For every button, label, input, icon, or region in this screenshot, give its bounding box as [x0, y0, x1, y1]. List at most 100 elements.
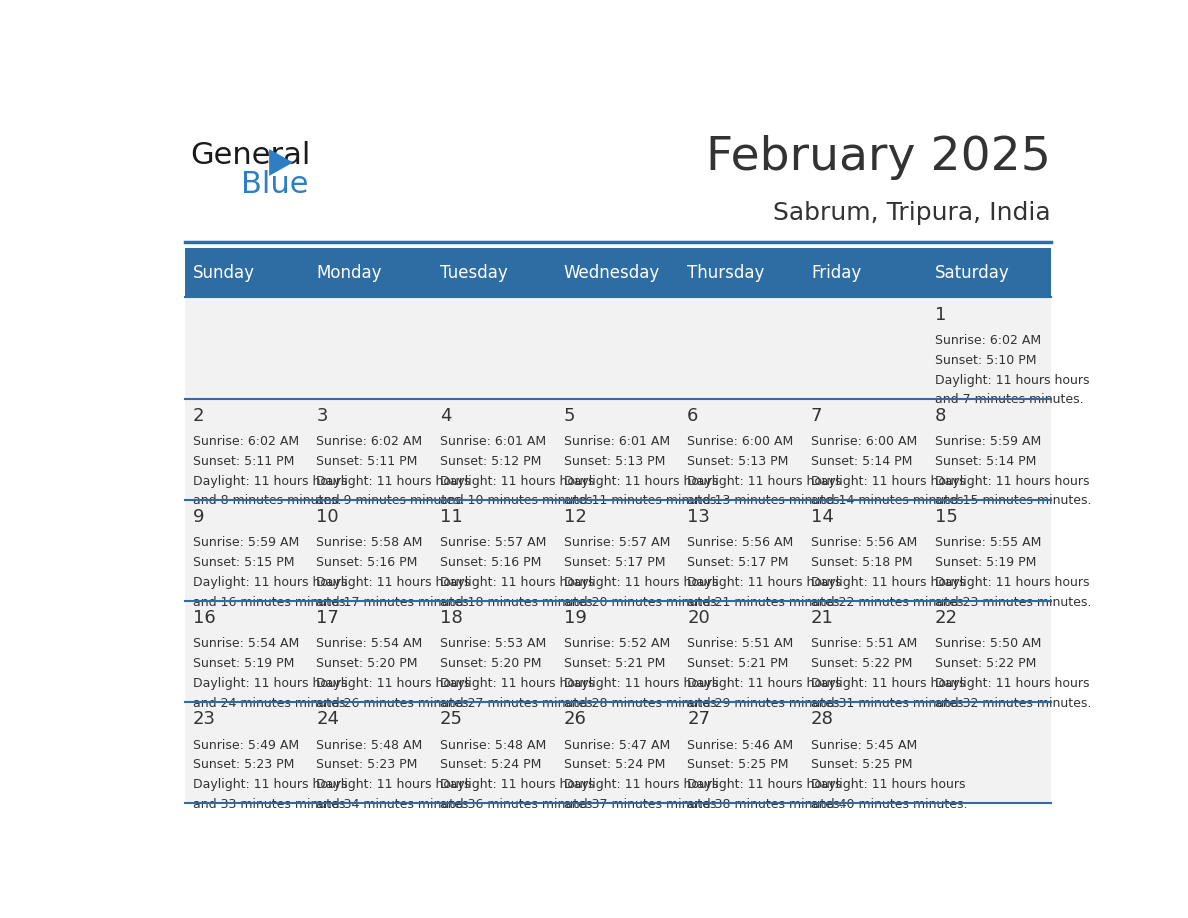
Text: Daylight: 11 hours hours: Daylight: 11 hours hours — [563, 677, 718, 690]
Text: Sunset: 5:17 PM: Sunset: 5:17 PM — [687, 556, 789, 569]
Text: and 8 minutes minutes.: and 8 minutes minutes. — [192, 495, 341, 508]
Bar — [185, 297, 309, 398]
Text: Saturday: Saturday — [935, 263, 1010, 282]
Text: February 2025: February 2025 — [706, 135, 1051, 180]
Text: and 33 minutes minutes.: and 33 minutes minutes. — [192, 798, 349, 811]
Bar — [185, 499, 309, 600]
Text: Sunset: 5:20 PM: Sunset: 5:20 PM — [316, 657, 418, 670]
Text: Sunset: 5:13 PM: Sunset: 5:13 PM — [687, 455, 789, 468]
Text: Daylight: 11 hours hours: Daylight: 11 hours hours — [935, 677, 1089, 690]
Text: Sunset: 5:10 PM: Sunset: 5:10 PM — [935, 354, 1036, 367]
Text: and 31 minutes minutes.: and 31 minutes minutes. — [811, 697, 967, 710]
Text: Sunset: 5:14 PM: Sunset: 5:14 PM — [935, 455, 1036, 468]
Text: Sunrise: 6:01 AM: Sunrise: 6:01 AM — [440, 435, 546, 448]
Text: Sunrise: 5:51 AM: Sunrise: 5:51 AM — [687, 637, 794, 651]
Text: Sunset: 5:18 PM: Sunset: 5:18 PM — [811, 556, 912, 569]
Text: Daylight: 11 hours hours: Daylight: 11 hours hours — [563, 475, 718, 487]
Text: Daylight: 11 hours hours: Daylight: 11 hours hours — [811, 475, 966, 487]
Text: and 37 minutes minutes.: and 37 minutes minutes. — [563, 798, 720, 811]
Text: Blue: Blue — [241, 170, 309, 198]
Text: 23: 23 — [192, 711, 216, 728]
Text: Sunrise: 5:48 AM: Sunrise: 5:48 AM — [440, 739, 546, 752]
Text: Sunset: 5:22 PM: Sunset: 5:22 PM — [811, 657, 912, 670]
Text: 17: 17 — [316, 610, 340, 627]
Text: and 24 minutes minutes.: and 24 minutes minutes. — [192, 697, 349, 710]
Text: and 29 minutes minutes.: and 29 minutes minutes. — [687, 697, 843, 710]
Bar — [927, 499, 1051, 600]
Text: Sabrum, Tripura, India: Sabrum, Tripura, India — [773, 201, 1051, 225]
Text: 6: 6 — [687, 407, 699, 425]
Bar — [309, 297, 432, 398]
Bar — [185, 701, 309, 803]
Text: and 23 minutes minutes.: and 23 minutes minutes. — [935, 596, 1091, 609]
Text: Sunset: 5:22 PM: Sunset: 5:22 PM — [935, 657, 1036, 670]
Bar — [803, 600, 927, 701]
Text: Sunset: 5:24 PM: Sunset: 5:24 PM — [440, 758, 542, 771]
Text: Sunset: 5:21 PM: Sunset: 5:21 PM — [563, 657, 665, 670]
Text: Daylight: 11 hours hours: Daylight: 11 hours hours — [316, 576, 470, 588]
Polygon shape — [270, 149, 293, 176]
Bar — [432, 297, 556, 398]
Bar — [680, 398, 803, 499]
Text: 11: 11 — [440, 509, 462, 526]
Text: Sunset: 5:21 PM: Sunset: 5:21 PM — [687, 657, 789, 670]
Text: Sunset: 5:16 PM: Sunset: 5:16 PM — [440, 556, 542, 569]
Text: Sunrise: 5:45 AM: Sunrise: 5:45 AM — [811, 739, 917, 752]
Text: 20: 20 — [687, 610, 710, 627]
Text: and 17 minutes minutes.: and 17 minutes minutes. — [316, 596, 473, 609]
Bar — [680, 600, 803, 701]
Text: 19: 19 — [563, 610, 587, 627]
Text: 15: 15 — [935, 509, 958, 526]
Text: Thursday: Thursday — [687, 263, 765, 282]
Bar — [309, 398, 432, 499]
Text: Sunrise: 5:54 AM: Sunrise: 5:54 AM — [192, 637, 299, 651]
Text: Daylight: 11 hours hours: Daylight: 11 hours hours — [192, 475, 347, 487]
Text: and 7 minutes minutes.: and 7 minutes minutes. — [935, 394, 1083, 407]
Text: Daylight: 11 hours hours: Daylight: 11 hours hours — [811, 576, 966, 588]
Text: Sunset: 5:16 PM: Sunset: 5:16 PM — [316, 556, 418, 569]
Bar — [432, 398, 556, 499]
Bar — [556, 398, 680, 499]
Text: Sunrise: 5:54 AM: Sunrise: 5:54 AM — [316, 637, 423, 651]
Text: and 20 minutes minutes.: and 20 minutes minutes. — [563, 596, 720, 609]
Text: Sunday: Sunday — [192, 263, 254, 282]
Bar — [556, 499, 680, 600]
Text: and 22 minutes minutes.: and 22 minutes minutes. — [811, 596, 967, 609]
Bar — [803, 297, 927, 398]
Text: Sunset: 5:11 PM: Sunset: 5:11 PM — [316, 455, 418, 468]
Text: Daylight: 11 hours hours: Daylight: 11 hours hours — [316, 677, 470, 690]
Text: Daylight: 11 hours hours: Daylight: 11 hours hours — [192, 677, 347, 690]
Text: 9: 9 — [192, 509, 204, 526]
Text: and 11 minutes minutes.: and 11 minutes minutes. — [563, 495, 720, 508]
Text: Sunrise: 5:55 AM: Sunrise: 5:55 AM — [935, 536, 1041, 549]
Text: Daylight: 11 hours hours: Daylight: 11 hours hours — [687, 778, 842, 791]
Text: Daylight: 11 hours hours: Daylight: 11 hours hours — [440, 677, 594, 690]
Text: Friday: Friday — [811, 263, 861, 282]
Bar — [803, 499, 927, 600]
Text: 21: 21 — [811, 610, 834, 627]
Bar — [185, 398, 309, 499]
Text: Sunset: 5:20 PM: Sunset: 5:20 PM — [440, 657, 542, 670]
Text: Sunset: 5:23 PM: Sunset: 5:23 PM — [192, 758, 295, 771]
Text: Sunrise: 5:46 AM: Sunrise: 5:46 AM — [687, 739, 794, 752]
Text: Tuesday: Tuesday — [440, 263, 507, 282]
Text: and 34 minutes minutes.: and 34 minutes minutes. — [316, 798, 473, 811]
Text: Sunset: 5:25 PM: Sunset: 5:25 PM — [687, 758, 789, 771]
Text: Sunrise: 5:47 AM: Sunrise: 5:47 AM — [563, 739, 670, 752]
Bar — [185, 248, 1051, 297]
Text: 22: 22 — [935, 610, 958, 627]
Text: Sunrise: 6:02 AM: Sunrise: 6:02 AM — [316, 435, 423, 448]
Text: and 36 minutes minutes.: and 36 minutes minutes. — [440, 798, 596, 811]
Bar — [927, 398, 1051, 499]
Text: Daylight: 11 hours hours: Daylight: 11 hours hours — [687, 475, 842, 487]
Text: Monday: Monday — [316, 263, 381, 282]
Text: Daylight: 11 hours hours: Daylight: 11 hours hours — [935, 576, 1089, 588]
Bar — [803, 701, 927, 803]
Text: Daylight: 11 hours hours: Daylight: 11 hours hours — [192, 778, 347, 791]
Text: Daylight: 11 hours hours: Daylight: 11 hours hours — [563, 778, 718, 791]
Text: Sunrise: 5:57 AM: Sunrise: 5:57 AM — [440, 536, 546, 549]
Text: Daylight: 11 hours hours: Daylight: 11 hours hours — [687, 677, 842, 690]
Text: and 28 minutes minutes.: and 28 minutes minutes. — [563, 697, 720, 710]
Bar — [680, 297, 803, 398]
Bar — [432, 701, 556, 803]
